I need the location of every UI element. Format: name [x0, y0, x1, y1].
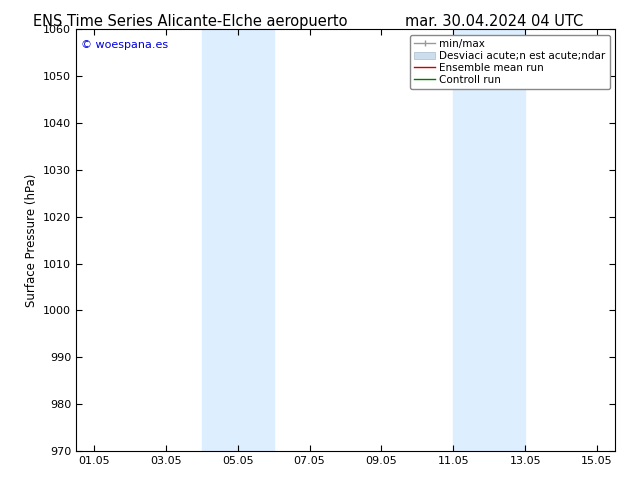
Text: © woespana.es: © woespana.es: [81, 40, 169, 50]
Legend: min/max, Desviaci acute;n est acute;ndar, Ensemble mean run, Controll run: min/max, Desviaci acute;n est acute;ndar…: [410, 35, 610, 89]
Bar: [453, 29, 525, 451]
Text: ENS Time Series Alicante-Elche aeropuerto: ENS Time Series Alicante-Elche aeropuert…: [33, 14, 347, 29]
Y-axis label: Surface Pressure (hPa): Surface Pressure (hPa): [25, 173, 37, 307]
Bar: [202, 29, 274, 451]
Text: mar. 30.04.2024 04 UTC: mar. 30.04.2024 04 UTC: [405, 14, 584, 29]
